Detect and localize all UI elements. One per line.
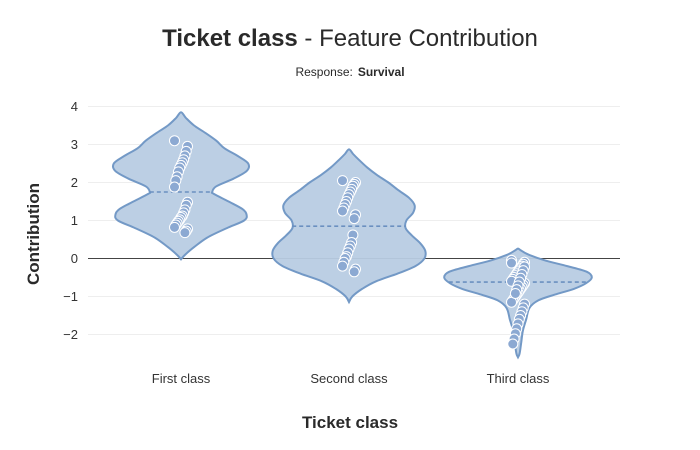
chart-title: Ticket class - Feature Contribution: [162, 25, 538, 52]
data-point: [169, 181, 180, 193]
data-point: [337, 205, 348, 217]
y-tick-label: 2: [71, 175, 78, 190]
subtitle-value: Survival: [358, 65, 405, 79]
x-tick-label: Third class: [487, 371, 550, 386]
violin-body: [111, 111, 251, 261]
y-tick-labels: −2 −1 0 1 2 3 4: [63, 99, 78, 342]
y-tick-label: 3: [71, 137, 78, 152]
data-point: [169, 221, 180, 233]
subtitle-label: Response:: [295, 65, 352, 79]
y-tick-label: 0: [71, 251, 78, 266]
x-tick-labels: First class Second class Third class: [152, 371, 550, 386]
y-tick-label: −2: [63, 327, 78, 342]
violin-body: [443, 247, 593, 360]
y-tick-label: 4: [71, 99, 78, 114]
violin-group: [271, 148, 427, 305]
data-point: [337, 260, 348, 272]
chart-title-rest: - Feature Contribution: [298, 25, 538, 52]
chart-subtitle: Response: Survival: [295, 65, 404, 79]
y-tick-label: −1: [63, 289, 78, 304]
data-point: [179, 227, 191, 239]
y-axis-title: Contribution: [24, 183, 43, 285]
violin-group: [443, 247, 593, 360]
data-point: [337, 175, 348, 187]
x-axis-title: Ticket class: [302, 413, 398, 432]
violins: [111, 111, 593, 360]
y-tick-label: 1: [71, 213, 78, 228]
chart-title-bold: Ticket class: [162, 25, 298, 52]
x-tick-label: Second class: [310, 371, 388, 386]
data-point: [506, 257, 517, 269]
data-point: [507, 338, 519, 350]
data-point: [169, 135, 180, 147]
x-tick-label: First class: [152, 371, 211, 386]
data-point: [509, 287, 521, 299]
violin-group: [111, 111, 251, 261]
data-point: [348, 266, 360, 278]
data-point: [348, 213, 360, 225]
